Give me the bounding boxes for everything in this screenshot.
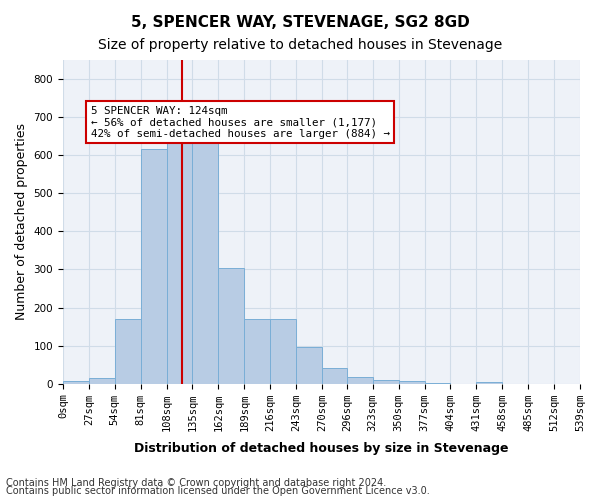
Bar: [296, 346, 322, 384]
X-axis label: Distribution of detached houses by size in Stevenage: Distribution of detached houses by size …: [134, 442, 509, 455]
Bar: [115, 319, 140, 384]
Bar: [167, 136, 193, 384]
Text: 5 SPENCER WAY: 124sqm
← 56% of detached houses are smaller (1,177)
42% of semi-d: 5 SPENCER WAY: 124sqm ← 56% of detached …: [91, 106, 390, 139]
Bar: [373, 380, 398, 384]
Bar: [476, 382, 502, 384]
Bar: [270, 319, 296, 384]
Bar: [63, 380, 89, 384]
Bar: [140, 150, 167, 384]
Text: 5, SPENCER WAY, STEVENAGE, SG2 8GD: 5, SPENCER WAY, STEVENAGE, SG2 8GD: [131, 15, 469, 30]
Bar: [218, 268, 244, 384]
Bar: [322, 368, 347, 384]
Y-axis label: Number of detached properties: Number of detached properties: [15, 124, 28, 320]
Bar: [193, 136, 218, 384]
Text: Contains public sector information licensed under the Open Government Licence v3: Contains public sector information licen…: [6, 486, 430, 496]
Bar: [398, 380, 425, 384]
Bar: [425, 383, 451, 384]
Text: Contains HM Land Registry data © Crown copyright and database right 2024.: Contains HM Land Registry data © Crown c…: [6, 478, 386, 488]
Bar: [244, 319, 270, 384]
Bar: [89, 378, 115, 384]
Text: Size of property relative to detached houses in Stevenage: Size of property relative to detached ho…: [98, 38, 502, 52]
Bar: [347, 377, 373, 384]
